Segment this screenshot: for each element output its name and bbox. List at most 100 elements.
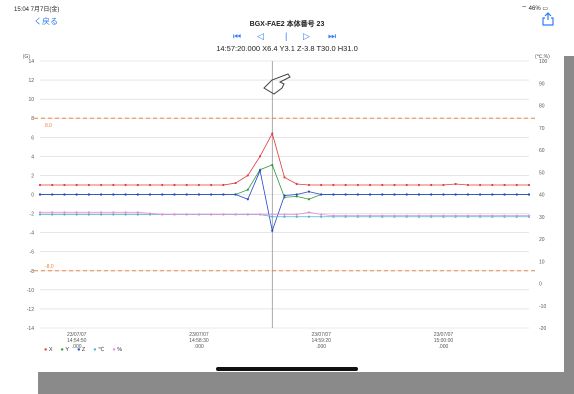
data-point-℃ — [296, 216, 298, 218]
data-point-% — [467, 215, 469, 217]
data-point-Z — [210, 193, 212, 195]
data-point-% — [455, 215, 457, 217]
legend-label: Y — [65, 347, 69, 353]
left-axis-unit: (G) — [23, 54, 31, 60]
data-point-Z — [369, 193, 371, 195]
data-point-Z — [393, 193, 395, 195]
data-point-X — [173, 184, 175, 186]
x-tick-label: .000 — [316, 344, 326, 350]
legend-label: X — [49, 347, 53, 353]
data-point-% — [39, 211, 41, 213]
data-point-Z — [124, 193, 126, 195]
data-point-% — [186, 213, 188, 215]
data-point-Z — [528, 193, 530, 195]
data-point-Z — [467, 193, 469, 195]
data-point-℃ — [124, 213, 126, 215]
right-tick-label: -20 — [539, 326, 546, 332]
data-point-% — [283, 213, 285, 215]
data-point-X — [369, 184, 371, 186]
data-point-% — [63, 211, 65, 213]
data-point-Z — [137, 193, 139, 195]
data-point-Z — [442, 193, 444, 195]
data-point-℃ — [283, 216, 285, 218]
data-point-X — [235, 182, 237, 184]
data-point-Z — [418, 193, 420, 195]
data-point-% — [357, 215, 359, 217]
right-tick-label: 0 — [539, 282, 542, 288]
legend-item: ● % — [112, 347, 126, 353]
right-tick-label: 20 — [539, 237, 545, 243]
right-tick-label: 90 — [539, 81, 545, 87]
data-point-Z — [271, 230, 273, 232]
data-point-℃ — [51, 213, 53, 215]
data-point-% — [100, 211, 102, 213]
data-point-% — [161, 213, 163, 215]
data-point-% — [198, 213, 200, 215]
right-axis-unit: (℃,%) — [535, 54, 550, 60]
legend-item: ● ℃ — [93, 347, 108, 353]
data-point-℃ — [320, 216, 322, 218]
left-tick-label: -8 — [30, 269, 35, 275]
data-point-% — [88, 211, 90, 213]
data-point-X — [516, 184, 518, 186]
data-point-Y — [247, 189, 249, 191]
data-point-X — [467, 184, 469, 186]
data-point-X — [357, 184, 359, 186]
left-tick-label: -2 — [30, 212, 35, 218]
data-point-X — [124, 184, 126, 186]
data-point-% — [332, 215, 334, 217]
data-point-% — [503, 215, 505, 217]
data-point-X — [503, 184, 505, 186]
data-point-% — [137, 211, 139, 213]
data-point-X — [418, 184, 420, 186]
data-point-Y — [308, 198, 310, 200]
data-point-Z — [516, 193, 518, 195]
data-point-% — [442, 215, 444, 217]
data-point-X — [186, 184, 188, 186]
data-point-% — [430, 215, 432, 217]
left-tick-label: -12 — [27, 307, 34, 313]
data-point-% — [210, 213, 212, 215]
right-tick-label: 60 — [539, 148, 545, 154]
data-point-Z — [296, 193, 298, 195]
data-point-% — [235, 213, 237, 215]
right-bezel — [564, 56, 574, 394]
left-tick-label: -10 — [27, 288, 34, 294]
left-tick-label: -6 — [30, 250, 35, 256]
data-point-Z — [455, 193, 457, 195]
data-point-X — [442, 184, 444, 186]
legend-label: Z — [82, 347, 85, 353]
data-point-X — [271, 132, 273, 134]
data-point-X — [76, 184, 78, 186]
left-tick-label: -14 — [27, 326, 34, 332]
right-tick-label: 70 — [539, 126, 545, 132]
left-tick-label: 10 — [28, 97, 34, 103]
data-point-Z — [308, 191, 310, 193]
left-tick-label: 6 — [31, 135, 34, 141]
data-point-Z — [503, 193, 505, 195]
data-point-Z — [39, 193, 41, 195]
data-point-X — [332, 184, 334, 186]
data-point-Z — [51, 193, 53, 195]
data-point-℃ — [100, 213, 102, 215]
data-point-Z — [88, 193, 90, 195]
data-point-Z — [63, 193, 65, 195]
data-point-X — [100, 184, 102, 186]
data-point-Z — [381, 193, 383, 195]
data-point-X — [137, 184, 139, 186]
threshold-label: -8.0 — [45, 264, 54, 270]
data-point-% — [259, 213, 261, 215]
right-tick-label: -10 — [539, 304, 546, 310]
data-point-Y — [296, 195, 298, 197]
home-indicator[interactable] — [216, 367, 358, 371]
data-point-Z — [161, 193, 163, 195]
data-point-% — [381, 215, 383, 217]
data-point-Z — [235, 193, 237, 195]
data-point-℃ — [88, 213, 90, 215]
data-point-Z — [357, 193, 359, 195]
data-point-% — [308, 211, 310, 213]
left-tick-label: -4 — [30, 231, 35, 237]
legend-item: ● Z — [77, 347, 89, 353]
data-point-Z — [100, 193, 102, 195]
